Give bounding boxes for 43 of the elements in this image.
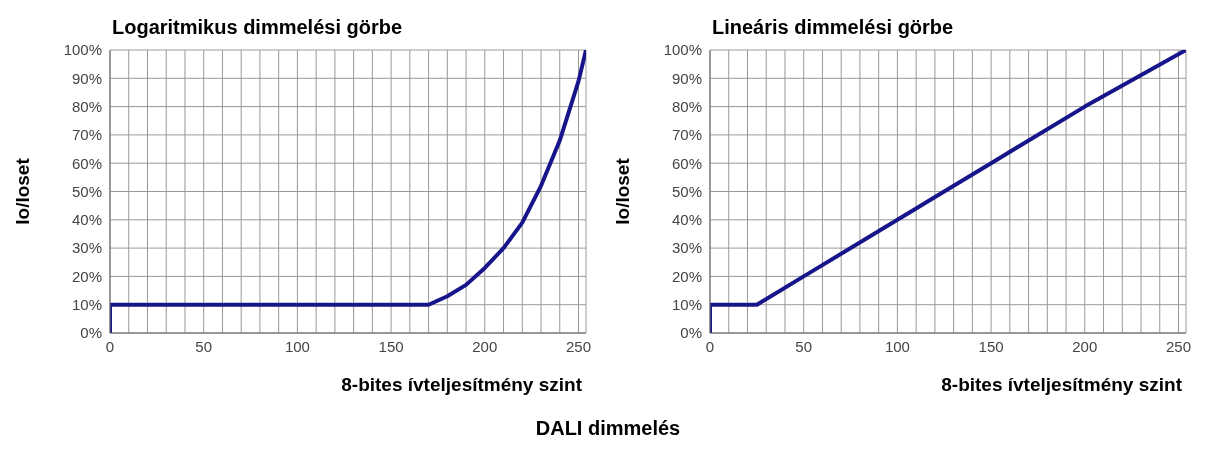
- y-tick-label: 60%: [71, 154, 102, 172]
- y-tick-label: 100%: [63, 41, 102, 59]
- x-tick-label: 0: [105, 337, 115, 355]
- y-tick-label: 70%: [671, 126, 702, 144]
- x-tick-label: 50: [195, 337, 213, 355]
- y-tick-label: 50%: [671, 182, 702, 200]
- x-axis-title: 8-bites ívteljesítmény szint: [341, 374, 583, 395]
- y-tick-label: 90%: [671, 69, 702, 87]
- x-tick-label: 150: [978, 337, 1004, 355]
- y-tick-label: 0%: [680, 324, 702, 342]
- y-tick-label: 10%: [71, 296, 102, 314]
- text: DALI dimmelés: [534, 417, 682, 440]
- x-tick-label: 100: [884, 337, 910, 355]
- y-tick-label: 80%: [71, 97, 102, 115]
- y-tick-label: 90%: [71, 69, 102, 87]
- y-tick-label: 40%: [71, 211, 102, 229]
- y-tick-label: 0%: [80, 324, 102, 342]
- y-tick-label: 20%: [671, 267, 702, 285]
- line-series: [110, 50, 586, 333]
- y-axis-title: Io/Ioset: [611, 157, 633, 225]
- x-tick-label: 0: [705, 337, 715, 355]
- y-tick-label: 30%: [71, 239, 102, 257]
- y-tick-label: 60%: [671, 154, 702, 172]
- y-tick-label: 20%: [71, 267, 102, 285]
- x-tick-label: 250: [565, 337, 592, 355]
- x-axis-title: 8-bites ívteljesítmény szint: [941, 374, 1183, 395]
- x-tick-label: 100: [284, 337, 310, 355]
- line-series: [710, 50, 1186, 333]
- y-tick-label: 30%: [671, 239, 702, 257]
- y-tick-label: 100%: [663, 41, 702, 59]
- y-tick-label: 70%: [71, 126, 102, 144]
- y-tick-label: 10%: [671, 296, 702, 314]
- y-axis-title: Io/Ioset: [11, 157, 33, 225]
- x-tick-label: 200: [472, 337, 498, 355]
- y-tick-label: 40%: [671, 211, 702, 229]
- y-tick-label: 80%: [671, 97, 702, 115]
- x-tick-label: 50: [795, 337, 813, 355]
- x-tick-label: 250: [1165, 337, 1192, 355]
- chart-title: Lineáris dimmelési görbe: [712, 16, 954, 39]
- x-tick-label: 150: [378, 337, 404, 355]
- x-tick-label: 200: [1072, 337, 1098, 355]
- y-tick-label: 50%: [71, 182, 102, 200]
- chart-title: Logaritmikus dimmelési görbe: [112, 16, 403, 39]
